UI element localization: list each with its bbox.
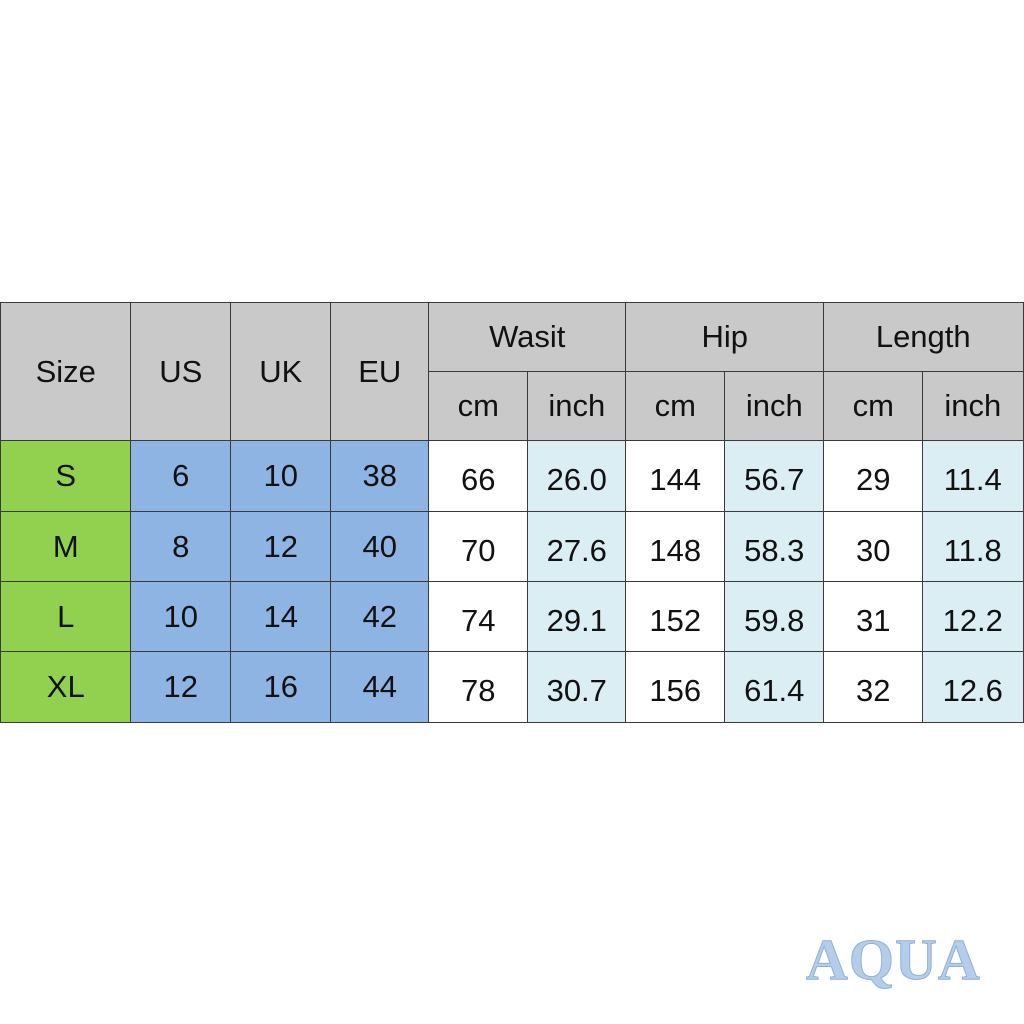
header-cell: Size <box>0 302 132 442</box>
data-cell: 38 <box>330 440 430 513</box>
data-cell: 58.3 <box>724 511 825 583</box>
data-cell: 32 <box>823 651 924 723</box>
group-header: Wasit <box>428 302 627 373</box>
data-cell: 10 <box>130 581 232 653</box>
data-cell: 26.0 <box>527 440 627 513</box>
unit-header: inch <box>922 371 1024 442</box>
data-cell: 27.6 <box>527 511 627 583</box>
data-cell: 30.7 <box>527 651 627 723</box>
data-cell: 56.7 <box>724 440 825 513</box>
data-cell: 11.4 <box>922 440 1024 513</box>
data-cell: 144 <box>625 440 726 513</box>
unit-header: inch <box>724 371 825 442</box>
data-cell: 11.8 <box>922 511 1024 583</box>
unit-header: cm <box>428 371 529 442</box>
size-cell: M <box>0 511 132 583</box>
unit-header: cm <box>823 371 924 442</box>
data-cell: 31 <box>823 581 924 653</box>
data-cell: 8 <box>130 511 232 583</box>
data-cell: 10 <box>230 440 332 513</box>
data-cell: 14 <box>230 581 332 653</box>
data-cell: 42 <box>330 581 430 653</box>
group-header: Hip <box>625 302 825 373</box>
group-header: Length <box>823 302 1024 373</box>
data-cell: 156 <box>625 651 726 723</box>
data-cell: 12 <box>130 651 232 723</box>
data-cell: 29.1 <box>527 581 627 653</box>
data-cell: 152 <box>625 581 726 653</box>
unit-header: cm <box>625 371 726 442</box>
data-cell: 12.2 <box>922 581 1024 653</box>
data-cell: 6 <box>130 440 232 513</box>
data-cell: 74 <box>428 581 529 653</box>
data-cell: 78 <box>428 651 529 723</box>
watermark: AQUA <box>806 927 981 993</box>
data-cell: 12.6 <box>922 651 1024 723</box>
data-cell: 61.4 <box>724 651 825 723</box>
size-cell: XL <box>0 651 132 723</box>
data-cell: 40 <box>330 511 430 583</box>
unit-header: inch <box>527 371 627 442</box>
data-cell: 16 <box>230 651 332 723</box>
data-cell: 148 <box>625 511 726 583</box>
data-cell: 59.8 <box>724 581 825 653</box>
data-cell: 29 <box>823 440 924 513</box>
size-cell: L <box>0 581 132 653</box>
header-cell: US <box>130 302 232 442</box>
size-cell: S <box>0 440 132 513</box>
data-cell: 66 <box>428 440 529 513</box>
header-cell: UK <box>230 302 332 442</box>
data-cell: 30 <box>823 511 924 583</box>
data-cell: 44 <box>330 651 430 723</box>
data-cell: 70 <box>428 511 529 583</box>
header-cell: EU <box>330 302 430 442</box>
data-cell: 12 <box>230 511 332 583</box>
